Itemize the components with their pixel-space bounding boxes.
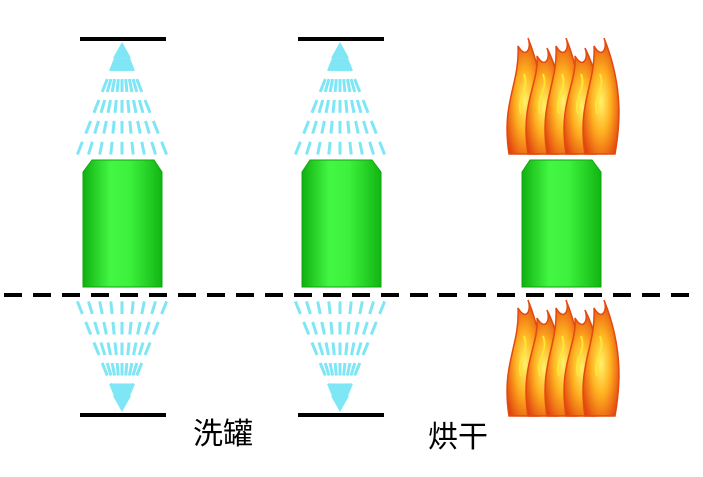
spray-arrowhead xyxy=(331,42,349,58)
flame-bottom xyxy=(506,299,620,417)
flame-tongue xyxy=(582,37,620,155)
spray-fan xyxy=(294,300,386,397)
flame-wisp xyxy=(575,335,584,377)
label-dry: 烘干 xyxy=(428,420,488,455)
can-2 xyxy=(301,159,382,288)
flame-wisp xyxy=(575,73,584,115)
flame-wisp xyxy=(518,73,527,115)
can-1 xyxy=(82,159,163,288)
flame-wisp xyxy=(537,335,546,377)
spray-arrowhead xyxy=(113,396,131,412)
flame-wisp xyxy=(556,73,565,115)
nozzle-bars xyxy=(80,37,384,417)
flame-wisp xyxy=(594,73,603,115)
flame-wisp xyxy=(594,335,603,377)
flame-wisp xyxy=(537,73,546,115)
label-wash: 洗罐 xyxy=(193,417,253,452)
flame-top xyxy=(506,37,620,155)
flame-tongue xyxy=(582,299,620,417)
spray-fan xyxy=(76,300,168,397)
water-sprays xyxy=(76,42,386,412)
spray-fan xyxy=(76,57,168,156)
cans xyxy=(82,159,602,288)
spray-arrowhead xyxy=(113,42,131,58)
flame-wisp xyxy=(556,335,565,377)
spray-fan xyxy=(294,57,386,156)
flame-wisp xyxy=(518,335,527,377)
spray-arrowhead xyxy=(331,396,349,412)
can-3 xyxy=(521,159,602,288)
